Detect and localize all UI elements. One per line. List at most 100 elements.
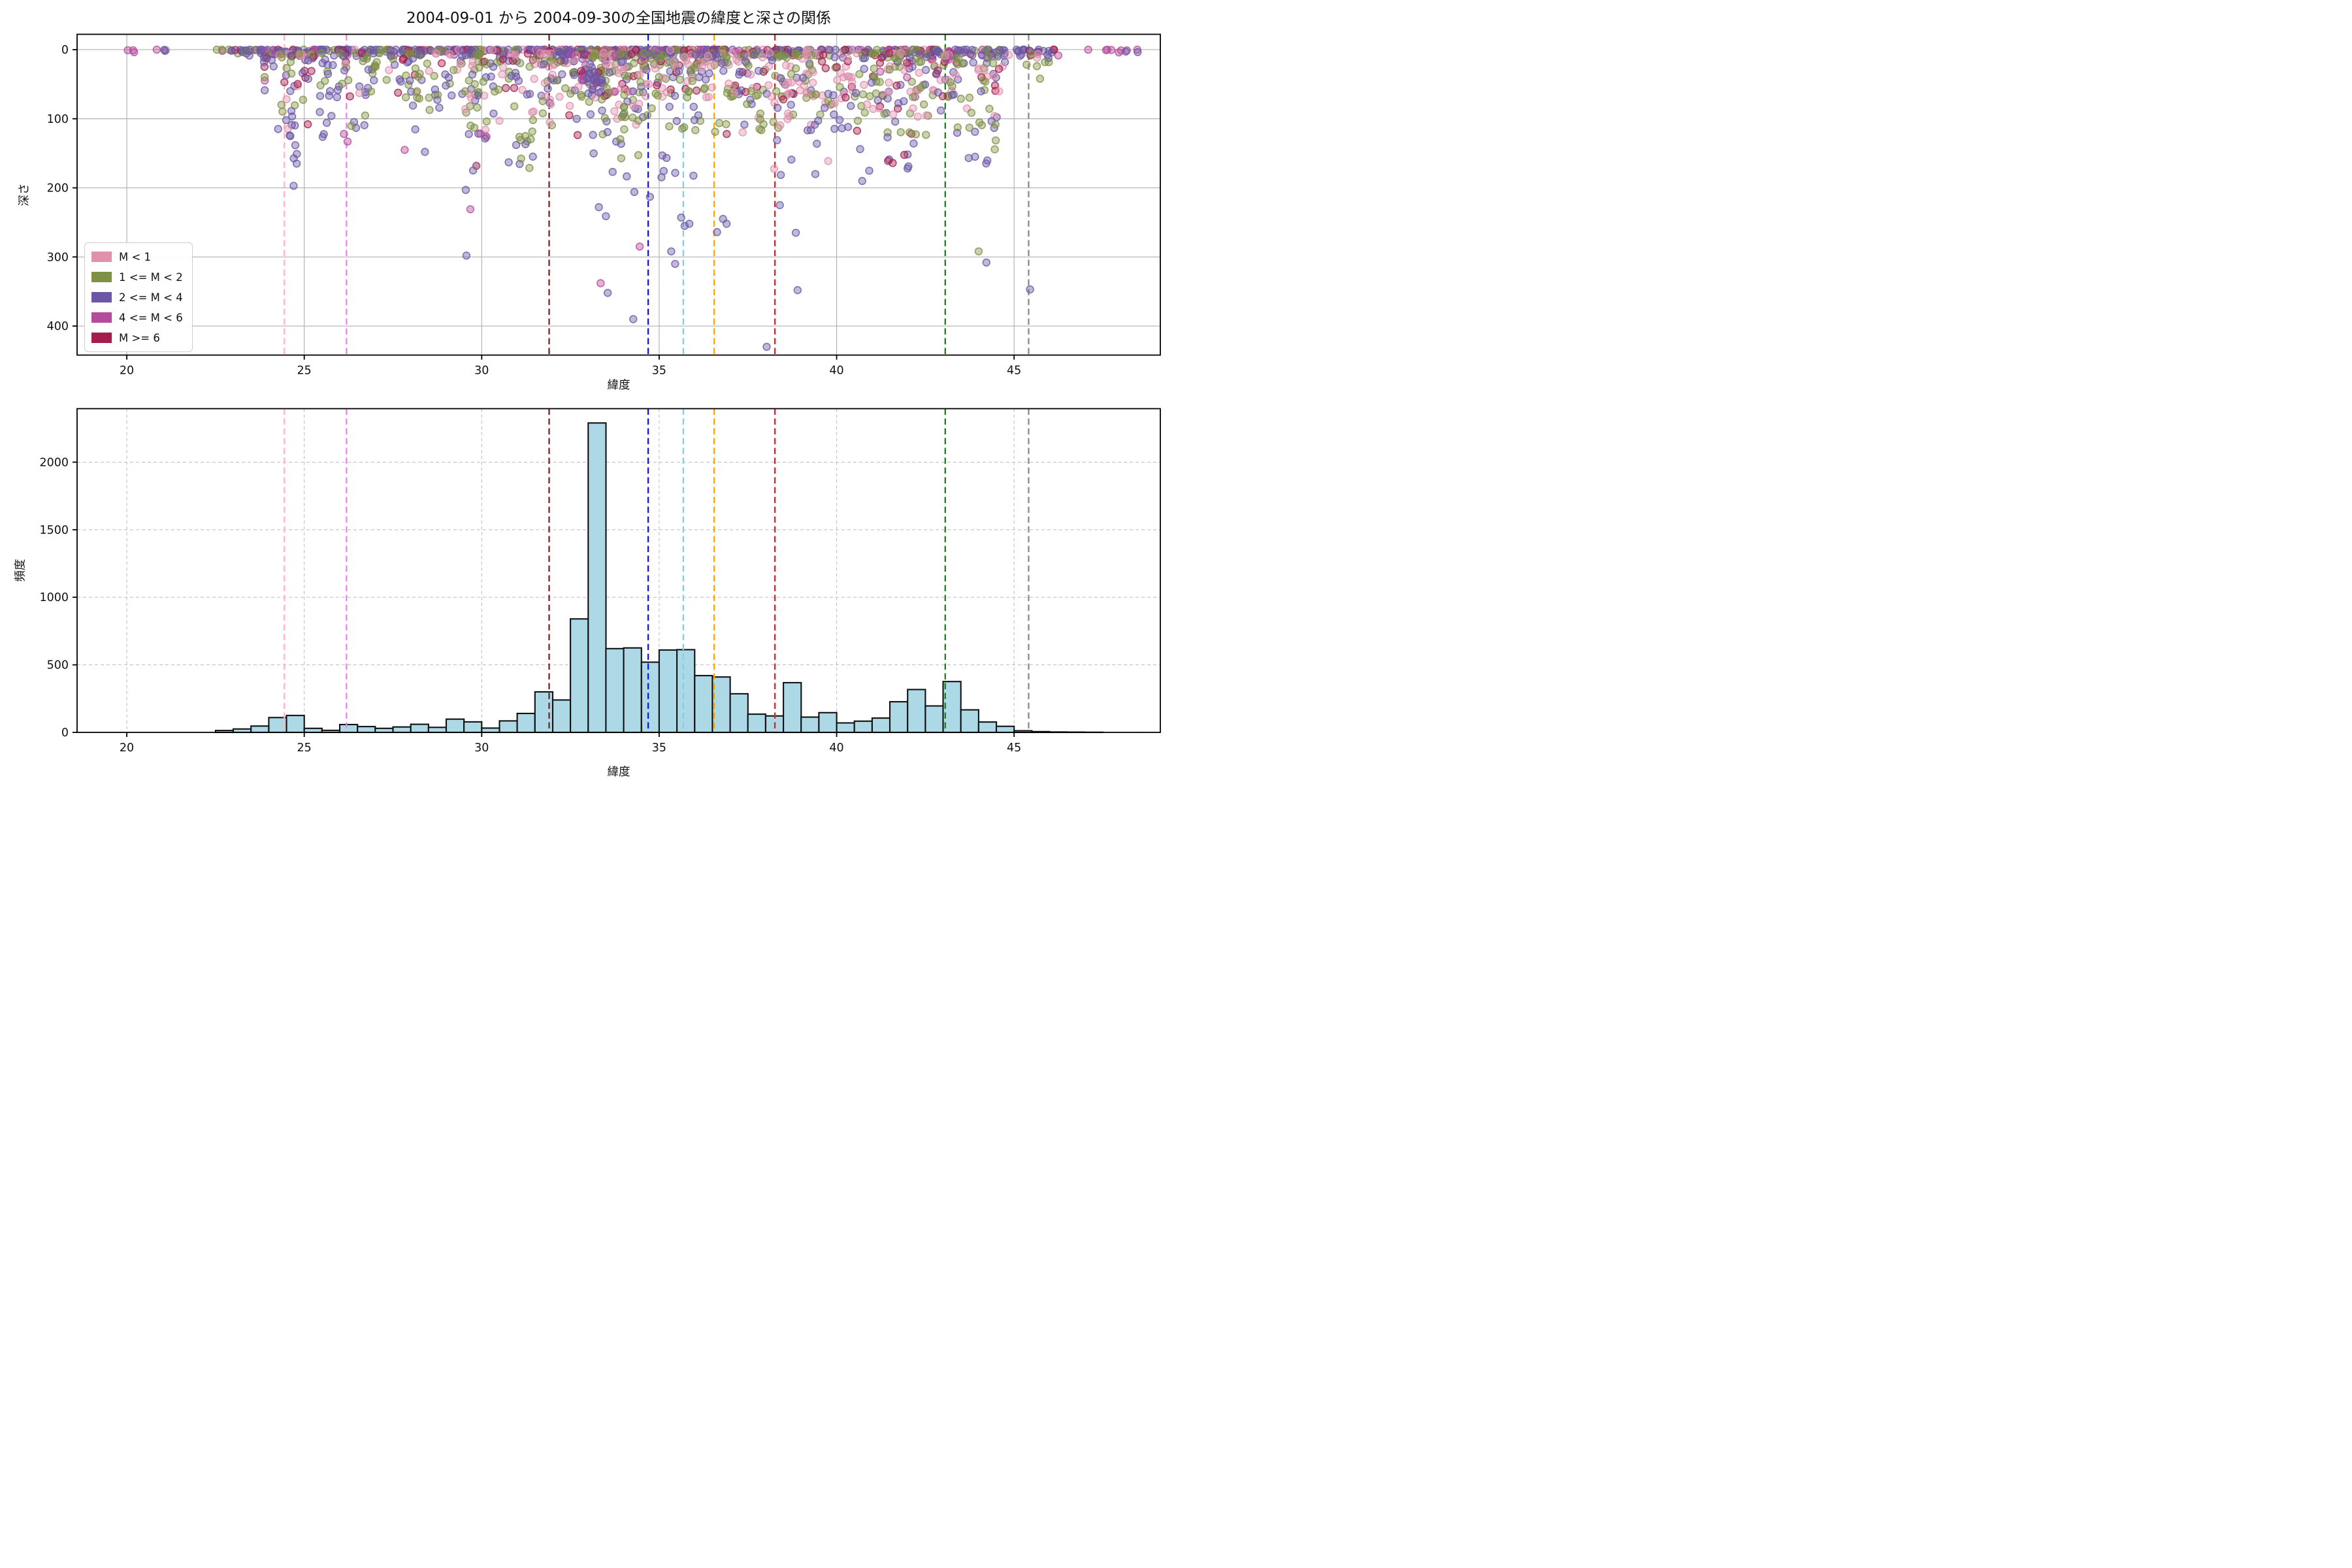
scatter-point: [884, 157, 892, 165]
scatter-point: [1084, 45, 1092, 54]
scatter-point: [540, 59, 548, 69]
scatter-point: [573, 131, 582, 139]
x-tick-label: 35: [652, 365, 666, 378]
scatter-point: [425, 67, 433, 75]
scatter-point: [303, 120, 312, 129]
scatter-point: [408, 54, 417, 63]
scatter-point: [865, 167, 874, 175]
scatter-point: [577, 67, 585, 76]
scatter-point: [586, 110, 595, 119]
histogram-bar: [250, 725, 270, 734]
scatter-point: [808, 78, 817, 87]
scatter-point: [495, 116, 504, 125]
scatter-point: [479, 77, 487, 86]
scatter-point: [442, 81, 450, 90]
scatter-point: [783, 109, 792, 118]
scatter-point: [408, 101, 417, 110]
scatter-point: [820, 103, 829, 112]
scatter-point: [883, 133, 892, 142]
scatter-point: [830, 99, 839, 108]
scatter-point: [838, 124, 846, 133]
scatter-point: [123, 46, 132, 55]
scatter-point: [928, 51, 937, 60]
scatter-point: [439, 46, 448, 55]
scatter-point: [922, 111, 931, 120]
scatter-point: [481, 134, 489, 143]
histogram-bar: [836, 722, 855, 734]
scatter-point: [903, 58, 911, 67]
scatter-point: [830, 125, 839, 133]
scatter-point: [672, 117, 681, 125]
legend-entry: M < 1: [91, 249, 183, 265]
scatter-point: [983, 45, 991, 54]
histogram-bar: [570, 618, 589, 734]
scatter-point: [831, 45, 840, 54]
scatter-point: [617, 84, 625, 93]
scatter-point: [866, 92, 874, 101]
scatter-point: [333, 86, 342, 95]
scatter-point: [553, 57, 563, 67]
plot-canvas: 20 25 30 35 40 45 0 100 200 300 400 20 25 30 35 40 45 0 50…: [39, 33, 1161, 755]
histogram-bar: [942, 681, 962, 734]
scatter-point: [917, 57, 926, 66]
scatter-point: [722, 220, 731, 228]
bottom-xlabel: 緯度: [607, 766, 630, 779]
scatter-point: [671, 259, 679, 269]
scatter-point: [911, 93, 919, 101]
scatter-point: [1121, 47, 1130, 56]
scatter-point: [666, 46, 675, 55]
scatter-point: [287, 52, 295, 60]
scatter-point: [723, 89, 732, 97]
scatter-point: [458, 52, 466, 61]
scatter-point: [521, 140, 530, 148]
scatter-point: [529, 116, 537, 124]
histogram-bar: [995, 725, 1015, 734]
scatter-point: [441, 70, 449, 79]
scatter-point: [321, 76, 329, 86]
scatter-point: [498, 70, 506, 79]
scatter-point: [286, 87, 295, 95]
scatter-point: [677, 213, 685, 222]
y-tick-label: 2000: [39, 456, 69, 469]
scatter-point: [399, 54, 408, 63]
scatter-point: [764, 81, 773, 90]
scatter-point: [787, 101, 795, 109]
scatter-point: [721, 52, 730, 61]
scatter-point: [717, 59, 727, 68]
scatter-point: [680, 221, 689, 230]
axes-frame: 20 25 30 35 40 45 0 100 200 300 400: [47, 33, 1161, 378]
scatter-point: [532, 54, 540, 63]
scatter-point: [385, 66, 393, 74]
scatter-point: [885, 78, 893, 87]
scatter-point: [821, 64, 830, 73]
scatter-point: [218, 45, 227, 54]
scatter-point: [1034, 50, 1043, 59]
scatter-point: [278, 107, 287, 116]
scatter-point: [900, 150, 909, 159]
scatter-point: [616, 50, 625, 58]
histogram-bar: [783, 681, 802, 734]
scatter-point: [791, 64, 800, 73]
scatter-point: [291, 121, 299, 130]
scatter-point: [835, 116, 844, 124]
scatter-point: [980, 65, 989, 74]
scatter-point: [793, 286, 802, 295]
scatter-point: [971, 127, 979, 136]
scatter-point: [546, 100, 555, 108]
scatter-point: [736, 67, 744, 76]
scatter-point: [802, 89, 811, 98]
scatter-point: [754, 67, 763, 75]
histogram-bar: [374, 727, 394, 734]
scatter-point: [1026, 285, 1034, 294]
scatter-point: [977, 121, 987, 129]
scatter-point: [604, 89, 613, 98]
scatter-point: [416, 50, 424, 59]
scatter-point: [525, 90, 534, 98]
scatter-point: [512, 140, 521, 150]
legend-swatch-m4: [91, 312, 112, 323]
scatter-point: [742, 57, 750, 66]
scatter-point: [667, 247, 676, 255]
scatter-point: [617, 154, 626, 163]
scatter-point: [723, 129, 731, 139]
scatter-point: [768, 56, 777, 65]
